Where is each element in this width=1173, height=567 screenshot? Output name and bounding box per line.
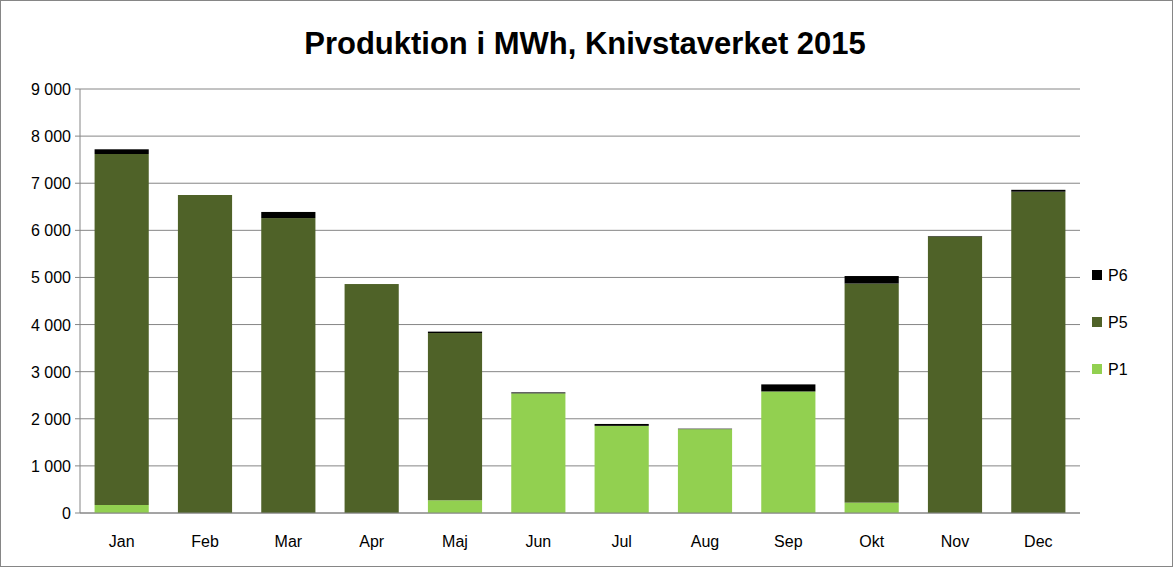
tick-mark — [75, 465, 80, 466]
bar-segment — [428, 332, 482, 333]
bar-segment — [761, 391, 815, 513]
category-label: Jan — [109, 533, 135, 550]
grid-line — [80, 136, 1080, 137]
grid-line — [80, 183, 1080, 184]
bar-segment — [511, 392, 565, 394]
tick-label: 5 000 — [31, 269, 71, 286]
category-label: Nov — [941, 533, 969, 550]
legend-label: P5 — [1108, 314, 1128, 331]
tick-label: 3 000 — [31, 364, 71, 381]
category-label: Mar — [275, 533, 303, 550]
chart: Produktion i MWh, Knivstaverket 2015 0 1 0… — [0, 0, 1173, 567]
bar-segment — [1011, 192, 1065, 513]
bar-segment — [928, 235, 982, 236]
bar-segment — [178, 195, 232, 196]
bar-segment — [678, 428, 732, 429]
tick-mark — [75, 513, 80, 514]
legend-swatch — [1092, 317, 1102, 327]
bar-segment — [678, 429, 732, 430]
category-label: Aug — [691, 533, 719, 550]
bar-segment — [95, 154, 149, 505]
tick-mark — [75, 277, 80, 278]
bar-segment — [345, 284, 399, 285]
legend-label: P1 — [1108, 361, 1128, 378]
tick-label: 2 000 — [31, 411, 71, 428]
bar-segment — [95, 505, 149, 513]
bar-segment — [678, 429, 732, 513]
title: Produktion i MWh, Knivstaverket 2015 — [304, 26, 866, 61]
category-label: Jul — [611, 533, 631, 550]
bar-segment — [428, 500, 482, 513]
tick-label: 0 — [62, 505, 71, 522]
bar-segment — [1011, 190, 1065, 192]
category-label: Jun — [525, 533, 551, 550]
legend-swatch — [1092, 270, 1102, 280]
tick-label: 1 000 — [31, 458, 71, 475]
tick-label: 7 000 — [31, 175, 71, 192]
grid-line — [80, 89, 1080, 90]
bar-segment — [511, 393, 565, 513]
category-label: Dec — [1024, 533, 1052, 550]
bar-segment — [345, 284, 399, 513]
legend-swatch — [1092, 364, 1102, 374]
tick-mark — [75, 418, 80, 419]
bar-segment — [261, 218, 315, 513]
bar-segment — [761, 384, 815, 391]
grid-line — [80, 513, 1080, 514]
category-label: Apr — [359, 533, 385, 550]
bar-segment — [595, 426, 649, 513]
bar-segment — [261, 212, 315, 218]
tick-mark — [75, 230, 80, 231]
bar-segment — [845, 503, 899, 513]
bar-segment — [428, 333, 482, 500]
tick-mark — [75, 136, 80, 137]
tick-mark — [75, 89, 80, 90]
category-label: Maj — [442, 533, 468, 550]
bar-segment — [95, 149, 149, 154]
y-axis — [80, 89, 81, 513]
tick-label: 9 000 — [31, 81, 71, 98]
bar-segment — [178, 195, 232, 513]
bar-segment — [511, 393, 565, 394]
category-label: Okt — [859, 533, 884, 550]
x-axis — [80, 513, 1080, 514]
tick-label: 6 000 — [31, 222, 71, 239]
bar-segment — [845, 276, 899, 284]
chart-frame — [1, 1, 1173, 567]
category-label: Feb — [191, 533, 219, 550]
bar-segment — [595, 424, 649, 426]
tick-mark — [75, 183, 80, 184]
legend-label: P6 — [1108, 267, 1128, 284]
bar-segment — [928, 236, 982, 513]
category-label: Sep — [774, 533, 803, 550]
tick-mark — [75, 371, 80, 372]
tick-label: 8 000 — [31, 128, 71, 145]
tick-label: 4 000 — [31, 317, 71, 334]
tick-mark — [75, 324, 80, 325]
bars — [95, 149, 1066, 513]
bar-segment — [845, 284, 899, 503]
